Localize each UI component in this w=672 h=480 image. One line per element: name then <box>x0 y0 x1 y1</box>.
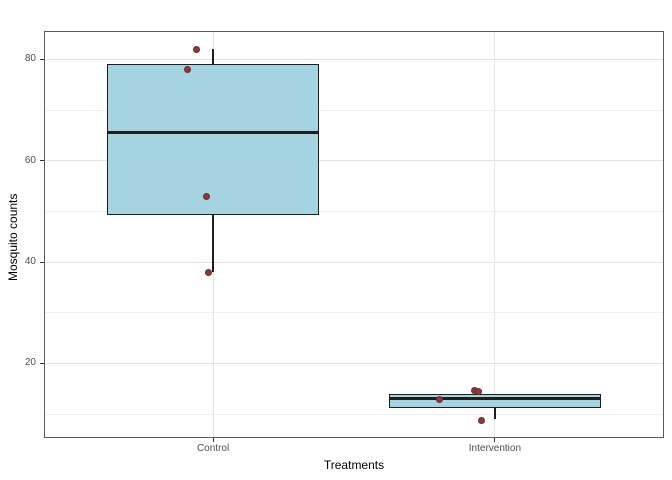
y-gridline-major <box>45 160 663 162</box>
median-line-intervention <box>389 397 601 401</box>
data-point <box>205 269 213 277</box>
data-point <box>435 396 443 404</box>
y-tick-label: 20 <box>24 357 36 369</box>
data-point <box>183 66 191 74</box>
y-tick-label: 80 <box>24 53 36 65</box>
y-gridline-minor <box>45 210 663 212</box>
y-tick-label: 40 <box>24 256 36 268</box>
x-tick-label-control: Control <box>196 443 230 454</box>
data-point <box>477 416 485 424</box>
data-point <box>193 45 201 53</box>
y-gridline-minor <box>45 312 663 314</box>
y-tick-label: 60 <box>24 154 36 166</box>
x-gridline-major <box>494 32 496 437</box>
y-tick-mark <box>40 160 44 162</box>
y-gridline-major <box>45 362 663 364</box>
y-gridline-minor <box>45 109 663 111</box>
lower-whisker <box>212 215 214 273</box>
data-point <box>203 192 211 200</box>
y-tick-mark <box>40 58 44 60</box>
lower-whisker <box>494 407 496 420</box>
x-axis-title: Treatments <box>323 458 385 472</box>
x-tick-mark <box>494 438 496 442</box>
median-line-control <box>107 131 319 135</box>
y-tick-mark <box>40 362 44 364</box>
x-tick-label-intervention: Intervention <box>468 443 522 454</box>
y-gridline-major <box>45 261 663 263</box>
x-tick-mark <box>212 438 214 442</box>
y-gridline-minor <box>45 413 663 415</box>
data-point <box>474 388 482 396</box>
box-control <box>107 64 319 216</box>
box-intervention <box>389 393 601 408</box>
y-tick-mark <box>40 261 44 263</box>
y-gridline-major <box>45 58 663 60</box>
upper-whisker <box>212 49 214 65</box>
